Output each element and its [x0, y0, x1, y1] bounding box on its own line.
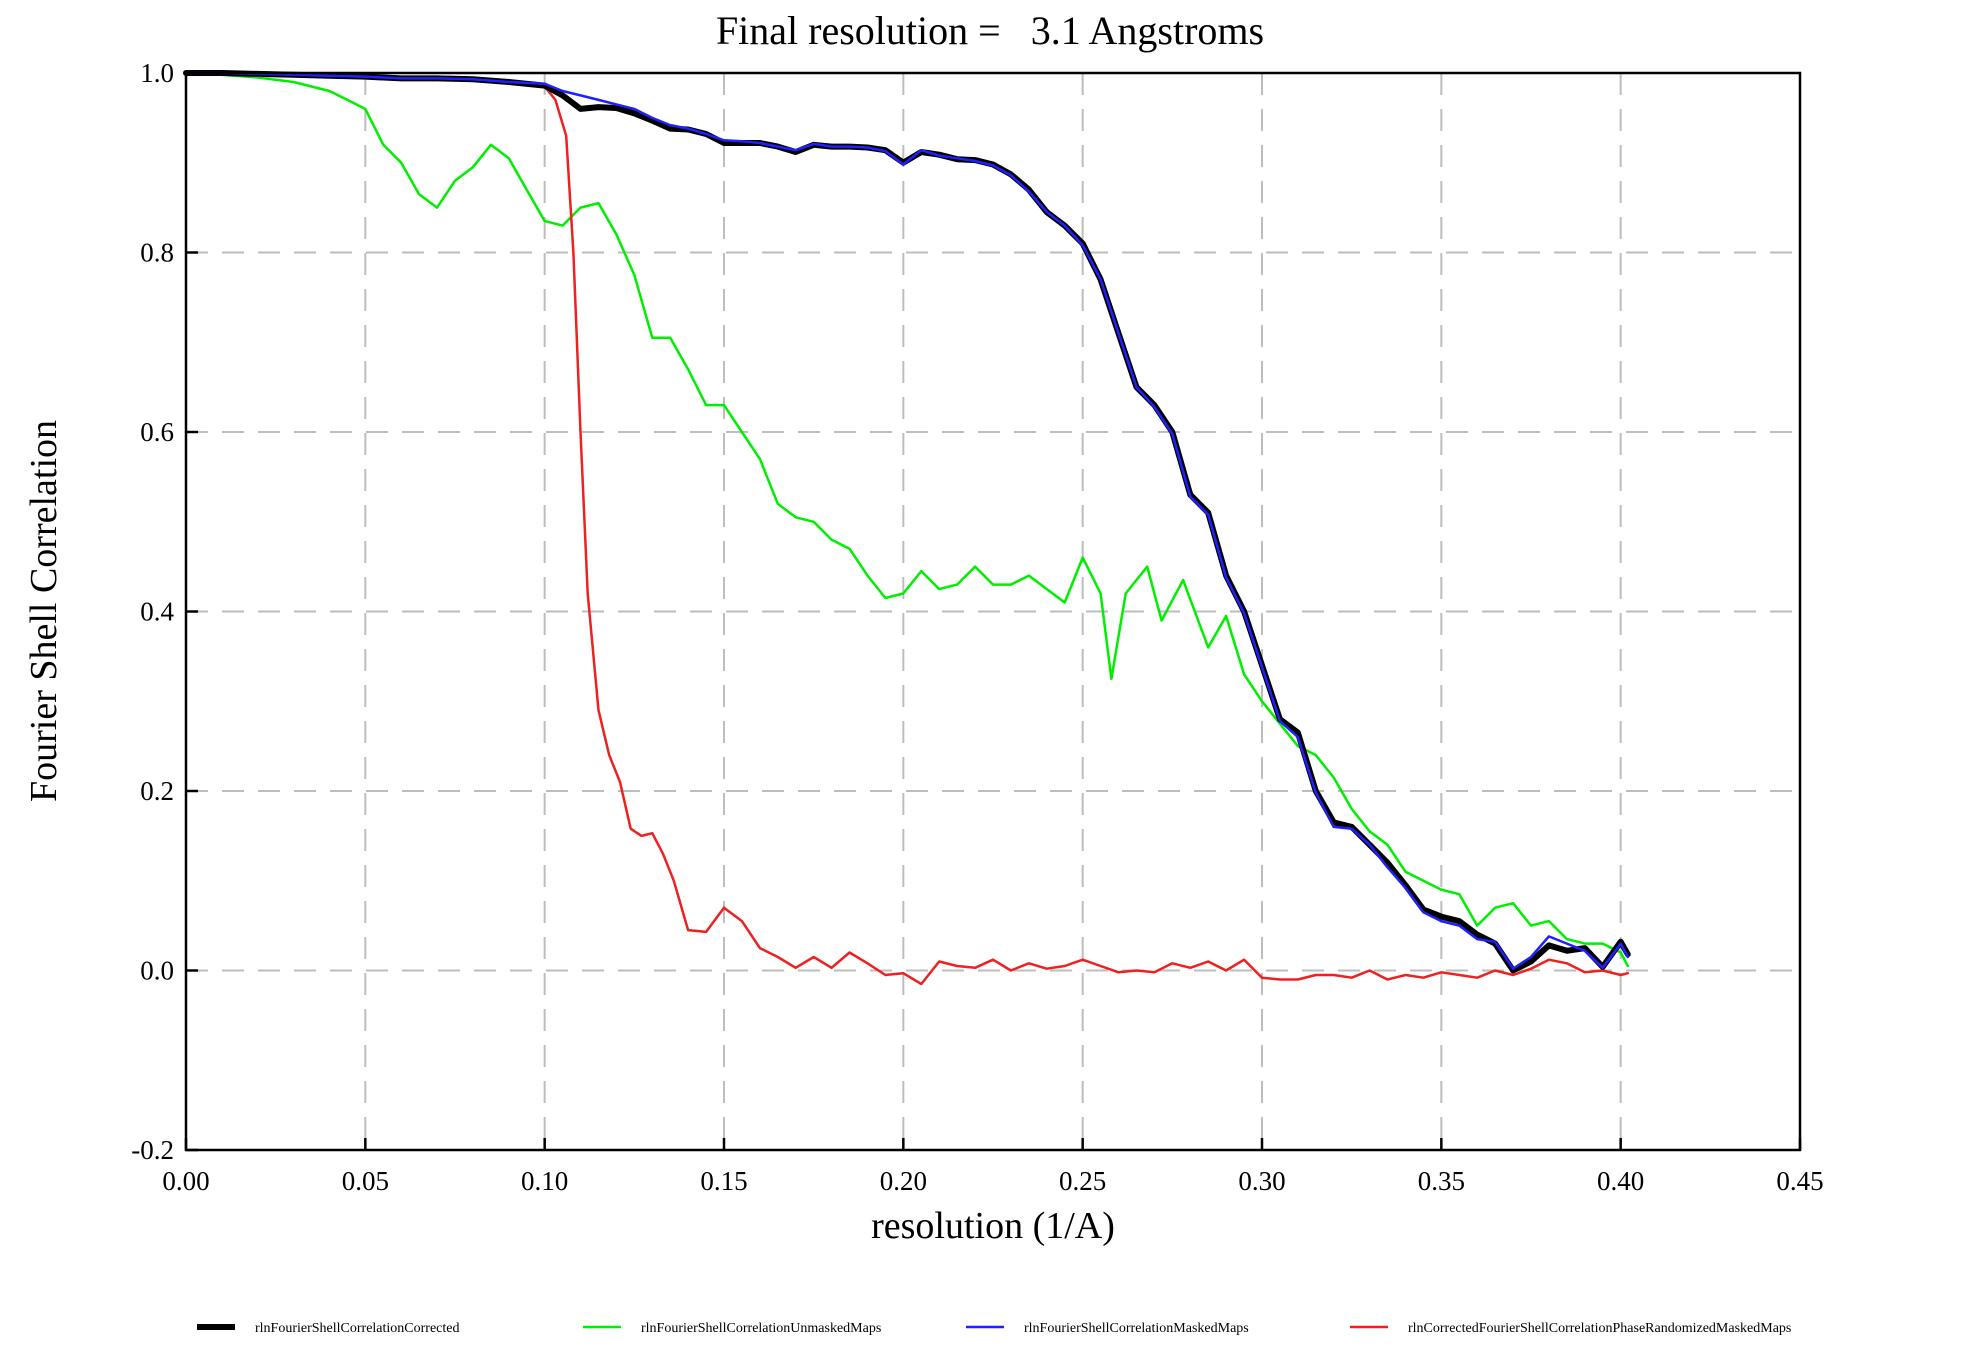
series-line: [184, 71, 1630, 970]
chart-title: Final resolution = 3.1 Angstroms: [716, 8, 1264, 53]
series-line: [183, 70, 1631, 974]
x-tick-label: 0.00: [162, 1166, 209, 1196]
y-tick-label: 0.2: [140, 776, 174, 806]
y-axis-label: Fourier Shell Correlation: [23, 420, 65, 802]
x-tick-label: 0.45: [1776, 1166, 1823, 1196]
x-tick-label: 0.05: [342, 1166, 389, 1196]
y-tick-label: 1.0: [140, 58, 174, 88]
y-tick-label: 0.0: [140, 956, 174, 986]
series-line: [184, 71, 1630, 986]
x-tick-label: 0.35: [1418, 1166, 1465, 1196]
axis-ticks: 0.00 0.05 0.10 0.15 0.20 0.25 0.30 0.35 0.40 0.45…: [131, 58, 1823, 1196]
x-tick-label: 0.30: [1238, 1166, 1285, 1196]
x-tick-label: 0.15: [700, 1166, 747, 1196]
x-tick-label: 0.25: [1059, 1166, 1106, 1196]
x-tick-label: 0.20: [880, 1166, 927, 1196]
y-tick-label: 0.6: [140, 417, 174, 447]
series-line: [184, 71, 1630, 968]
y-tick-label: 0.8: [140, 238, 174, 268]
x-tick-label: 0.10: [521, 1166, 568, 1196]
y-tick-label: -0.2: [131, 1135, 174, 1165]
legend-label: rlnFourierShellCorrelationUnmaskedMaps: [641, 1321, 881, 1336]
y-tick-label: 0.4: [140, 597, 174, 627]
legend-label: rlnFourierShellCorrelationCorrected: [255, 1321, 460, 1336]
grid: [186, 73, 1800, 1150]
x-axis-label: resolution (1/A): [871, 1205, 1115, 1247]
legend: rlnFourierShellCorrelationCorrected rlnFo…: [197, 1321, 1791, 1336]
legend-label: rlnFourierShellCorrelationMaskedMaps: [1024, 1321, 1249, 1336]
legend-label: rlnCorrectedFourierShellCorrelationPhase…: [1408, 1321, 1791, 1336]
x-tick-label: 0.40: [1597, 1166, 1644, 1196]
series-lines: [183, 70, 1631, 986]
